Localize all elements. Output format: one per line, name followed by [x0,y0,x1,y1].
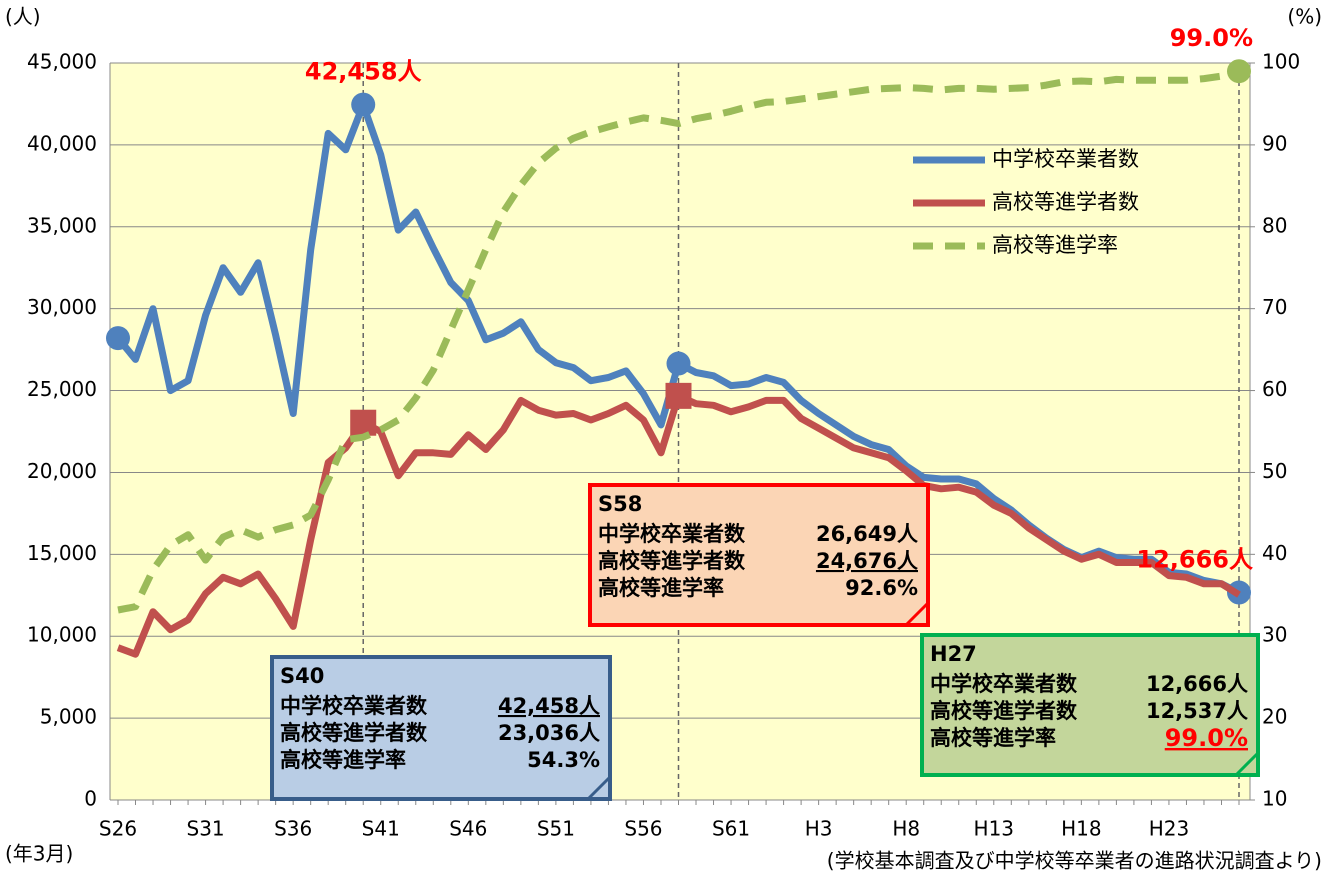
y-tick-label: 40,000 [27,131,97,155]
x-tick-label: H3 [805,817,833,841]
y2-tick-label: 60 [1262,377,1287,401]
point-label: 99.0% [1170,24,1253,52]
y2-unit: (%) [1287,5,1322,29]
marker [106,326,130,351]
callout-value: 92.6% [845,576,918,600]
legend-label: 高校等進学者数 [992,190,1139,214]
y-tick-label: 15,000 [27,541,97,565]
x-tick-label: S61 [712,817,750,841]
callout-title: S58 [598,492,642,516]
y2-tick-label: 10 [1262,787,1287,811]
source: (学校基本調査及び中学校等卒業者の進路状況調査より) [827,849,1322,873]
callout-label: 高校等進学率 [598,576,724,600]
marker [350,409,377,436]
callout-label: 高校等進学者数 [280,721,428,745]
marker [665,382,692,409]
y2-tick-label: 40 [1262,541,1287,565]
x-tick-label: H23 [1149,817,1190,841]
callout-label: 中学校卒業者数 [930,672,1078,696]
y-tick-label: 0 [84,787,97,811]
callout-fold [904,601,930,627]
callout-label: 高校等進学者数 [598,549,746,573]
callout-box [920,633,1260,777]
callout-title: H27 [930,642,977,666]
callout-fold [1234,751,1260,777]
callout-value: 42,458人 [498,694,600,718]
x-tick-label: S41 [362,817,400,841]
y2-tick-label: 70 [1262,295,1287,319]
legend-label: 高校等進学率 [992,233,1118,257]
callout-value: 99.0% [1165,724,1248,752]
point-label: 42,458人 [305,58,422,86]
marker [351,92,376,117]
y2-tick-label: 80 [1262,213,1287,237]
x-tick-label: S31 [187,817,225,841]
legend-label: 中学校卒業者数 [992,147,1139,171]
y-unit: (人) [5,5,41,29]
y2-tick-label: 100 [1262,50,1300,74]
callout-label: 中学校卒業者数 [598,522,746,546]
callout-label: 高校等進学率 [280,748,406,772]
x-tick-label: S56 [624,817,662,841]
y2-tick-label: 50 [1262,459,1287,483]
x-tick-label: H8 [892,817,920,841]
callout-box [270,655,612,801]
y-tick-label: 10,000 [27,623,97,647]
callout-value: 24,676人 [816,549,918,573]
x-tick-label: S51 [537,817,575,841]
callout-fold [586,775,612,801]
series-line [117,67,1240,614]
y-tick-label: 45,000 [27,50,97,74]
x-unit: (年3月) [5,842,73,866]
y-tick-label: 20,000 [27,459,97,483]
callout-label: 中学校卒業者数 [280,694,428,718]
x-tick-label: S46 [449,817,487,841]
callout-label: 高校等進学率 [930,726,1056,750]
callout-title: S40 [280,664,324,688]
y-tick-label: 5,000 [40,705,97,729]
point-label: 12,666人 [1136,546,1253,574]
x-tick-label: S26 [99,817,137,841]
callout-label: 高校等進学者数 [930,699,1078,723]
marker [666,351,691,376]
callout-value: 23,036人 [498,721,600,745]
x-tick-label: H13 [974,817,1015,841]
callout-value: 26,649人 [816,522,918,546]
callout-value: 54.3% [527,748,600,772]
marker [1227,59,1251,84]
y-tick-label: 25,000 [27,377,97,401]
y2-tick-label: 90 [1262,131,1287,155]
callout-value: 12,537人 [1146,699,1248,723]
callout-box [588,483,930,627]
y2-tick-label: 30 [1262,623,1287,647]
x-tick-label: H18 [1061,817,1102,841]
callout-value: 12,666人 [1146,672,1248,696]
y-tick-label: 30,000 [27,295,97,319]
y2-tick-label: 20 [1262,705,1287,729]
y-tick-label: 35,000 [27,213,97,237]
x-tick-label: S36 [274,817,312,841]
